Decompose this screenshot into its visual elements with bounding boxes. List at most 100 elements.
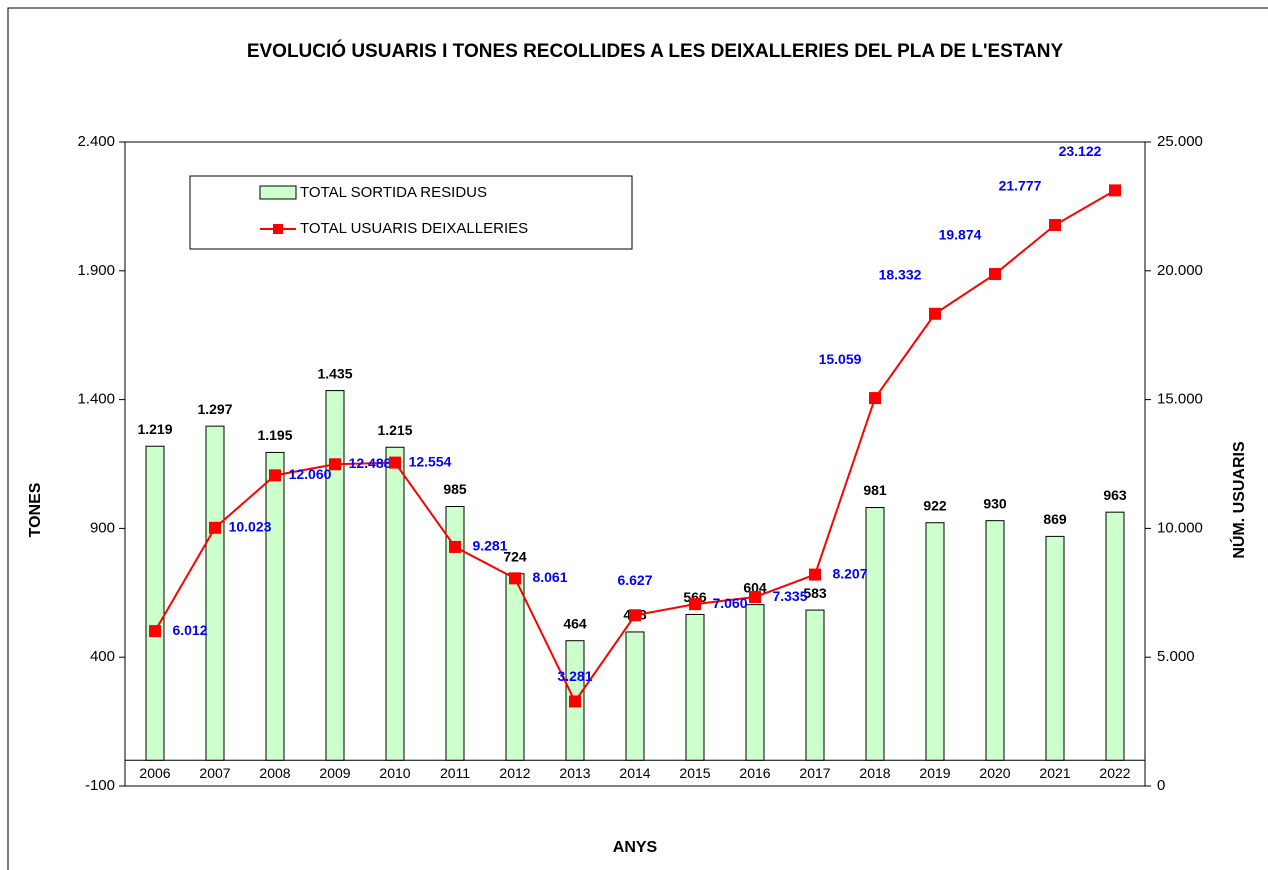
line-marker <box>389 456 401 469</box>
line-value-label: 3.281 <box>557 668 592 684</box>
line-value-label: 19.874 <box>939 227 982 243</box>
line-value-label: 12.060 <box>289 466 332 482</box>
x-tick-label: 2010 <box>379 765 410 781</box>
x-tick-label: 2009 <box>319 765 350 781</box>
bar-value-label: 1.195 <box>257 427 292 443</box>
line-marker <box>1109 184 1121 197</box>
y-axis-title: TONES <box>27 482 44 537</box>
line-marker <box>809 568 821 581</box>
bar <box>1105 511 1125 761</box>
bar-value-label: 583 <box>803 585 827 601</box>
line-value-label: 6.627 <box>617 572 652 588</box>
bar <box>685 613 705 761</box>
line-value-label: 15.059 <box>819 351 862 367</box>
bar <box>865 507 885 761</box>
line-marker <box>929 307 941 320</box>
bar-value-label: 1.297 <box>197 401 232 417</box>
line-marker <box>209 521 221 534</box>
legend-label: TOTAL USUARIS DEIXALLERIES <box>300 220 528 237</box>
x-tick-label: 2018 <box>859 765 890 781</box>
bar <box>385 446 405 761</box>
line-value-label: 8.207 <box>832 565 867 581</box>
bar <box>265 451 285 761</box>
line-value-label: 7.335 <box>772 588 807 604</box>
line-marker <box>149 625 161 638</box>
bar <box>745 604 765 761</box>
bar-value-label: 464 <box>563 615 587 631</box>
line-marker <box>509 572 521 585</box>
line-value-label: 21.777 <box>999 178 1042 194</box>
x-tick-label: 2020 <box>979 765 1010 781</box>
x-tick-label: 2008 <box>259 765 290 781</box>
x-tick-label: 2006 <box>139 765 170 781</box>
line-value-label: 12.488 <box>349 455 392 471</box>
line <box>154 189 1116 704</box>
bar-value-label: 1.435 <box>317 365 352 381</box>
y2-tick-label: 15.000 <box>1157 391 1203 408</box>
bar-value-label: 963 <box>1103 487 1127 503</box>
line-marker <box>1049 219 1061 232</box>
x-tick-label: 2021 <box>1039 765 1070 781</box>
y2-tick-label: 5.000 <box>1157 648 1195 665</box>
x-tick-label: 2012 <box>499 765 530 781</box>
line-marker <box>869 392 881 405</box>
line-marker <box>989 268 1001 281</box>
line-marker <box>269 469 281 482</box>
y2-tick-label: 10.000 <box>1157 519 1203 536</box>
legend-swatch <box>259 185 297 200</box>
line-value-label: 8.061 <box>532 569 567 585</box>
y-tick-label: 1.900 <box>77 262 115 279</box>
line-marker <box>329 458 341 471</box>
y-tick-label: 2.400 <box>77 133 115 150</box>
bar-value-label: 724 <box>503 548 527 564</box>
bar-value-label: 869 <box>1043 511 1067 527</box>
x-tick-label: 2013 <box>559 765 590 781</box>
line-value-label: 12.554 <box>409 453 452 469</box>
line-value-label: 23.122 <box>1059 143 1102 159</box>
bar <box>805 609 825 761</box>
line-value-label: 10.023 <box>229 519 272 535</box>
bar <box>625 631 645 761</box>
y-tick-label: 400 <box>90 648 115 665</box>
y2-tick-label: 25.000 <box>1157 133 1203 150</box>
bar <box>145 445 165 761</box>
bar <box>1045 535 1065 761</box>
bar-value-label: 1.215 <box>377 422 412 438</box>
bar-value-label: 1.219 <box>137 421 172 437</box>
x-tick-label: 2017 <box>799 765 830 781</box>
chart-title: EVOLUCIÓ USUARIS I TONES RECOLLIDES A LE… <box>247 40 1064 62</box>
x-tick-label: 2014 <box>619 765 650 781</box>
x-axis-title: ANYS <box>613 839 658 856</box>
line-marker <box>449 540 461 553</box>
bar <box>985 520 1005 761</box>
y2-axis-title: NÚM. USUARIS <box>1229 441 1248 559</box>
line-marker <box>629 609 641 622</box>
y-tick-label: 1.400 <box>77 391 115 408</box>
bar-value-label: 930 <box>983 495 1007 511</box>
x-tick-label: 2022 <box>1099 765 1130 781</box>
x-tick-label: 2007 <box>199 765 230 781</box>
x-tick-label: 2015 <box>679 765 710 781</box>
line-marker <box>569 695 581 708</box>
y-tick-label: -100 <box>85 777 115 794</box>
bar <box>505 573 525 761</box>
line-marker <box>689 598 701 611</box>
bar-value-label: 985 <box>443 481 467 497</box>
legend-marker <box>273 224 283 234</box>
x-tick-label: 2019 <box>919 765 950 781</box>
y-tick-label: 900 <box>90 519 115 536</box>
bar <box>925 522 945 761</box>
line-value-label: 7.060 <box>712 595 747 611</box>
line-value-label: 6.012 <box>172 622 207 638</box>
bar <box>325 390 345 761</box>
x-tick-label: 2016 <box>739 765 770 781</box>
line-marker <box>749 591 761 604</box>
y2-tick-label: 0 <box>1157 777 1165 794</box>
y2-tick-label: 20.000 <box>1157 262 1203 279</box>
x-tick-label: 2011 <box>440 765 470 781</box>
bar <box>445 506 465 761</box>
bar-value-label: 922 <box>923 497 947 513</box>
bar-value-label: 981 <box>863 482 887 498</box>
line-value-label: 9.281 <box>472 538 507 554</box>
